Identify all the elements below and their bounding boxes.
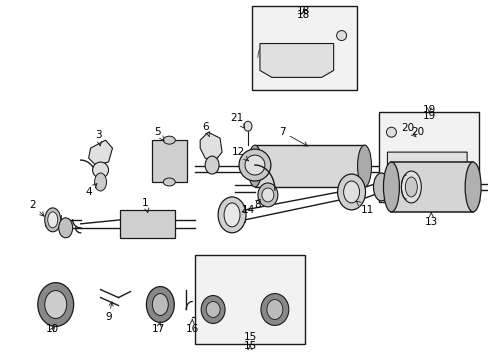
Text: 6: 6 [202,122,209,136]
Text: 20: 20 [400,123,415,137]
Text: 19: 19 [422,105,435,115]
Text: 3: 3 [95,130,102,146]
Text: 19: 19 [422,111,435,121]
Text: 7: 7 [279,127,307,146]
Bar [254,145,364,187]
Text: 14: 14 [241,199,260,215]
Ellipse shape [201,296,224,323]
Ellipse shape [373,173,388,201]
Ellipse shape [48,212,58,228]
Ellipse shape [38,283,74,327]
Ellipse shape [92,162,108,178]
Text: 2: 2 [29,200,44,216]
Ellipse shape [163,178,175,186]
Ellipse shape [464,162,480,212]
Text: 18: 18 [297,10,310,20]
Ellipse shape [224,203,240,227]
Ellipse shape [218,197,245,233]
Bar [379,112,478,202]
Ellipse shape [205,156,219,174]
Ellipse shape [336,31,346,41]
Ellipse shape [94,173,106,191]
Bar [195,255,304,345]
Ellipse shape [401,171,421,203]
Ellipse shape [266,300,282,319]
Ellipse shape [383,162,399,212]
Ellipse shape [59,218,73,238]
Polygon shape [88,140,112,165]
Text: 18: 18 [297,6,310,15]
Ellipse shape [405,177,416,197]
Text: 9: 9 [105,302,113,323]
Ellipse shape [386,127,396,137]
Ellipse shape [239,149,270,181]
Polygon shape [120,210,175,238]
Ellipse shape [258,183,277,207]
Ellipse shape [163,136,175,144]
Ellipse shape [152,293,168,315]
Text: 10: 10 [46,324,59,334]
Text: 15: 15 [243,341,256,351]
Ellipse shape [262,188,273,202]
Text: 1: 1 [142,198,148,213]
Ellipse shape [343,181,359,203]
Bar [152,140,187,182]
Text: 4: 4 [85,184,97,197]
Text: 13: 13 [424,212,437,227]
Ellipse shape [247,145,262,187]
Bar [390,162,472,212]
Ellipse shape [45,291,66,319]
Ellipse shape [244,121,251,131]
Text: 15: 15 [243,332,256,342]
Text: 21: 21 [230,113,244,128]
Ellipse shape [337,174,365,210]
Text: 12: 12 [231,147,248,161]
Ellipse shape [261,293,288,325]
Polygon shape [200,132,222,162]
Bar [251,6,356,90]
Text: 17: 17 [151,321,164,334]
Text: 11: 11 [356,201,373,215]
Text: 8: 8 [242,200,261,212]
Ellipse shape [45,208,61,232]
Ellipse shape [244,155,264,175]
Polygon shape [260,44,333,77]
Text: 16: 16 [185,320,199,334]
Ellipse shape [146,287,174,323]
Polygon shape [386,152,466,194]
Text: 5: 5 [154,127,164,141]
Ellipse shape [357,145,371,187]
Ellipse shape [206,302,220,318]
Text: 20: 20 [410,127,423,137]
